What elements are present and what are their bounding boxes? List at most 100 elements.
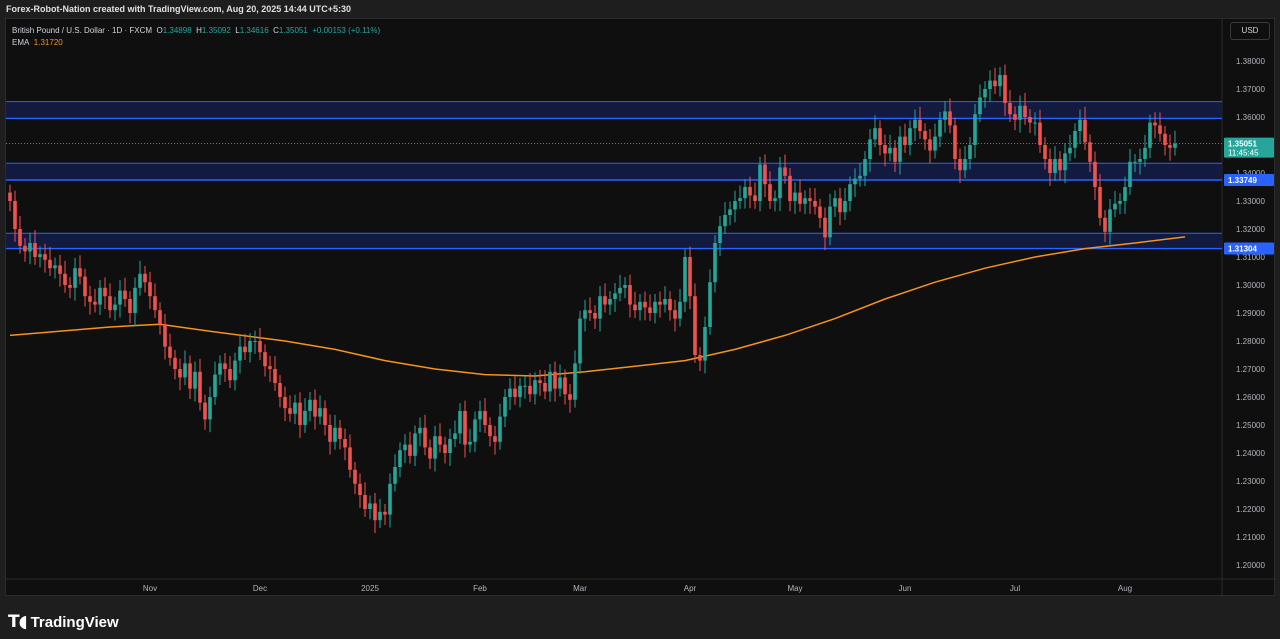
change-value: +0.00153 (+0.11%) (312, 26, 381, 35)
candle-body (123, 290, 127, 299)
candle-body (338, 427, 342, 439)
candle-body (1113, 203, 1117, 210)
candle-body (1143, 147, 1147, 159)
x-tick-label: Jun (899, 584, 912, 593)
last-price-tag (1224, 137, 1274, 158)
candle-body (288, 408, 292, 414)
candle-body (158, 310, 162, 325)
candle-body (603, 296, 607, 305)
candle-body (198, 371, 202, 403)
ohlc-line: British Pound / U.S. Dollar · 1D · FXCM … (12, 25, 380, 37)
ema-line[interactable] (9, 236, 1186, 377)
candle-body (823, 217, 827, 238)
zone-box-1[interactable] (6, 163, 1222, 180)
candle-body (398, 450, 402, 467)
candle-body (473, 419, 477, 442)
candle-body (93, 301, 97, 305)
candle-body (543, 383, 547, 392)
ema-line[interactable]: EMA 1.31720 (12, 37, 380, 49)
candle-body (58, 265, 62, 274)
candle-body (1148, 122, 1152, 148)
candle-body (343, 439, 347, 448)
candle-body (993, 80, 997, 87)
chart-panel[interactable]: 1.390001.380001.370001.360001.350001.340… (5, 18, 1276, 597)
candle-body (853, 178, 857, 185)
candle-body (638, 301, 642, 311)
candle-body (843, 201, 847, 213)
candle-body (173, 357, 177, 369)
candle-body (373, 503, 377, 521)
candle-body (803, 198, 807, 204)
low-value: 1.34616 (239, 26, 269, 35)
candle-body (903, 136, 907, 145)
candle-body (1058, 159, 1062, 171)
candle-body (388, 483, 392, 515)
candle-body (1003, 75, 1007, 103)
candle-body (88, 296, 92, 302)
candle-body (1153, 122, 1157, 126)
candle-body (363, 495, 367, 509)
candle-body (953, 125, 957, 159)
candle-body (958, 159, 962, 171)
candle-body (153, 296, 157, 311)
candle-body (978, 97, 982, 115)
candle-body (378, 511, 382, 521)
tradingview-logo[interactable]: T◖ TradingView (8, 612, 119, 632)
candle-body (488, 425, 492, 437)
level-price-value: 1.33749 (1228, 176, 1257, 185)
candle-body (188, 363, 192, 389)
currency-button[interactable]: USD (1230, 22, 1270, 40)
candle-body (53, 265, 57, 269)
candle-body (693, 296, 697, 355)
candle-body (943, 111, 947, 120)
candle-body (648, 307, 652, 313)
candle-body (878, 128, 882, 145)
zone-box-2[interactable] (6, 233, 1222, 249)
candle-body (1158, 125, 1162, 134)
candle-body (818, 206, 822, 218)
candle-body (458, 411, 462, 434)
candle-body (768, 184, 772, 201)
candle-body (868, 139, 872, 159)
candle-body (743, 187, 747, 199)
zone-box-0[interactable] (6, 101, 1222, 119)
candle-body (938, 119, 942, 137)
x-tick-label: Nov (143, 584, 157, 593)
candle-body (1018, 105, 1022, 120)
candle-body (1073, 131, 1077, 148)
y-tick-label: 1.25000 (1236, 421, 1265, 430)
candle-body (793, 192, 797, 201)
candle-body (1108, 209, 1112, 232)
candle-body (788, 175, 792, 201)
price-chart[interactable]: 1.390001.380001.370001.360001.350001.340… (6, 19, 1276, 597)
candle-body (348, 447, 352, 470)
candle-body (1048, 159, 1052, 173)
candle-body (863, 159, 867, 176)
candle-body (1068, 147, 1072, 154)
candle-body (1023, 105, 1027, 117)
y-tick-label: 1.31000 (1236, 253, 1265, 262)
candle-body (1168, 145, 1172, 148)
candle-body (448, 439, 452, 453)
candle-body (563, 377, 567, 395)
candle-body (203, 402, 207, 420)
y-tick-label: 1.21000 (1236, 533, 1265, 542)
candle-body (503, 397, 507, 417)
y-tick-label: 1.28000 (1236, 337, 1265, 346)
level-price-value: 1.31304 (1228, 244, 1257, 253)
candle-body (893, 147, 897, 162)
close-value: 1.35051 (278, 26, 308, 35)
candle-body (223, 363, 227, 369)
candle-body (118, 290, 122, 305)
candle-body (568, 394, 572, 400)
candle-body (393, 467, 397, 484)
candle-body (688, 257, 692, 297)
candle-body (1118, 201, 1122, 204)
low-label: L (235, 26, 240, 35)
candle-body (443, 444, 447, 453)
y-tick-label: 1.20000 (1236, 561, 1265, 570)
candle-body (1123, 187, 1127, 201)
candle-body (493, 436, 497, 442)
candle-body (708, 282, 712, 327)
candle-body (248, 341, 252, 353)
